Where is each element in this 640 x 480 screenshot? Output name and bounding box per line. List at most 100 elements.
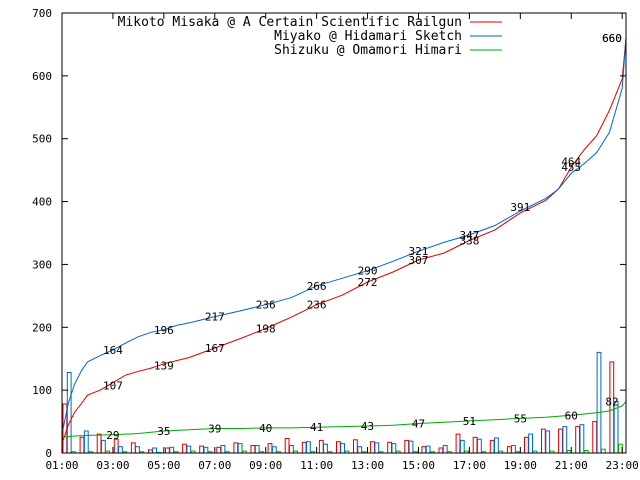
x-tick-label: 01:00 [45, 459, 78, 472]
data-label: 338 [459, 235, 479, 248]
bar [455, 433, 461, 454]
data-label: 167 [205, 342, 225, 355]
x-tick-label: 13:00 [351, 459, 384, 472]
bar [130, 442, 136, 454]
bar [575, 426, 581, 454]
bar [250, 445, 256, 454]
bar [135, 446, 140, 454]
bar [524, 436, 529, 454]
bar [271, 446, 277, 454]
bar [596, 351, 602, 454]
bar [528, 433, 534, 454]
data-label: 321 [409, 245, 429, 258]
legend-label: Miyako @ Hidamari Sketch [274, 29, 462, 44]
bar [438, 447, 444, 454]
y-axis: 0 100 200 300 400 500 600 700 [32, 7, 626, 460]
x-tick-label: 11:00 [300, 459, 333, 472]
data-label: 139 [154, 360, 174, 373]
data-label: 236 [256, 299, 276, 312]
data-label: 660 [602, 32, 622, 45]
data-label: 455 [561, 161, 581, 174]
data-label: 43 [361, 420, 374, 433]
y-tick-label: 500 [32, 133, 52, 146]
data-label: 391 [510, 201, 530, 214]
y-tick-label: 400 [32, 196, 52, 209]
x-tick-label: 03:00 [96, 459, 129, 472]
bar [459, 439, 465, 454]
data-label: 40 [259, 422, 272, 435]
y-tick-label: 200 [32, 321, 52, 334]
plot-frame [61, 12, 627, 454]
data-label: 347 [459, 229, 479, 242]
data-label: 196 [154, 324, 174, 337]
bar [267, 443, 273, 454]
bar [254, 445, 260, 454]
y-tick-label: 100 [32, 384, 52, 397]
bar [489, 439, 495, 454]
bar [237, 443, 243, 454]
bar [284, 438, 290, 454]
data-label: 41 [310, 421, 323, 434]
bar [370, 441, 375, 454]
data-label: 198 [256, 323, 276, 336]
bar [152, 447, 157, 454]
bar [408, 440, 414, 454]
data-label: 51 [463, 415, 476, 428]
x-tick-label: 05:00 [147, 459, 180, 472]
data-label: 55 [514, 412, 527, 425]
bar [318, 439, 324, 454]
x-tick-label: 19:00 [504, 459, 537, 472]
bar [165, 447, 170, 454]
bar [96, 433, 102, 454]
legend-label: Mikoto Misaka @ A Certain Scientific Rai… [118, 15, 462, 30]
bar [592, 421, 598, 454]
bar [353, 439, 358, 454]
y-tick-label: 300 [32, 258, 52, 271]
bar [83, 430, 89, 454]
bar [220, 445, 226, 454]
bar [558, 428, 563, 454]
x-tick-label: 15:00 [402, 459, 435, 472]
data-label: 35 [157, 425, 170, 438]
lines-layer [61, 38, 627, 444]
bar [477, 438, 482, 454]
x-tick-label: 23:00 [606, 459, 639, 472]
y-tick-label: 600 [32, 70, 52, 83]
bar [79, 436, 85, 454]
data-label: 307 [409, 254, 429, 267]
bar [404, 439, 410, 454]
bars-layer [62, 351, 623, 454]
bar [301, 441, 307, 454]
data-label: 29 [106, 429, 119, 442]
bar [306, 441, 311, 454]
bar [340, 443, 346, 454]
legend-label: Shizuku @ Omamori Himari [274, 43, 462, 58]
data-label: 107 [103, 380, 123, 393]
bar [442, 445, 448, 454]
legend: Mikoto Misaka @ A Certain Scientific Rai… [118, 15, 502, 58]
series-line [61, 38, 627, 444]
bar [216, 446, 222, 454]
bar [186, 445, 192, 454]
data-label: 217 [205, 311, 225, 324]
bar [323, 443, 328, 454]
bar [600, 448, 606, 454]
bar [511, 445, 516, 454]
x-axis: 01:00 03:00 05:00 07:00 09:00 11:00 13:00 15:00… [45, 13, 639, 472]
bar [472, 436, 478, 454]
bar [169, 446, 175, 454]
bar [391, 443, 397, 454]
x-tick-label: 17:00 [453, 459, 486, 472]
data-label: 290 [358, 265, 378, 278]
x-tick-label: 07:00 [198, 459, 231, 472]
bar [494, 437, 499, 454]
data-labels-layer: 107 139 167 198 236 272 307 338 464 660 164 196 217 2… [103, 32, 622, 442]
x-tick-label: 09:00 [249, 459, 282, 472]
data-label: 82 [605, 395, 618, 408]
data-label: 266 [307, 280, 327, 293]
series-line [61, 38, 627, 435]
y-tick-label: 0 [45, 447, 52, 460]
bar [562, 426, 568, 454]
x-tick-label: 21:00 [555, 459, 588, 472]
